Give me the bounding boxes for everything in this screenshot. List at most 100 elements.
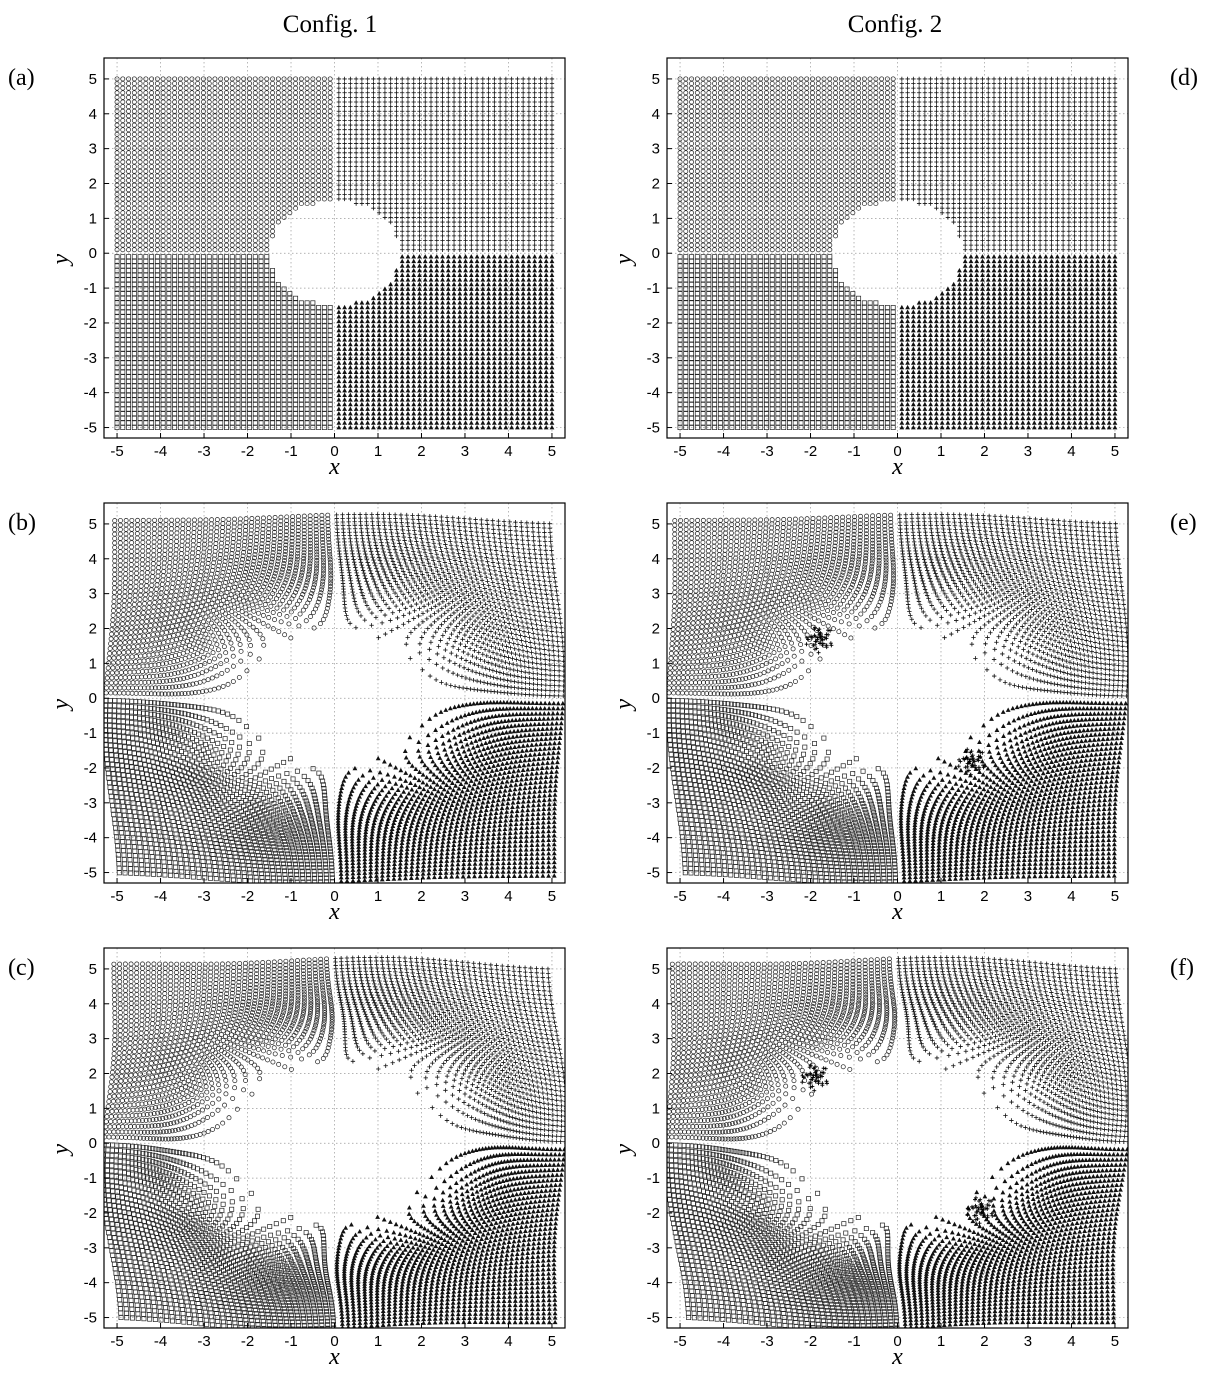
point-square [114,277,120,283]
point-triangle [405,397,411,402]
point-plus [463,229,468,234]
point-square [137,397,143,403]
point-triangle [445,295,451,301]
point-triangle [445,411,451,416]
point-circle [224,108,229,114]
point-plus [486,113,491,119]
point-circle [281,127,287,133]
point-circle [281,187,287,193]
point-plus [526,205,532,211]
point-plus [376,141,382,146]
point-plus [509,159,514,165]
point-triangle [353,369,359,374]
point-square [321,365,327,370]
point-circle [195,108,201,114]
point-square [235,332,241,338]
point-square [235,415,241,421]
point-circle [270,196,276,202]
point-square [120,291,126,297]
point-triangle [376,291,382,296]
point-triangle [422,378,428,384]
point-circle [131,191,137,197]
point-plus [549,109,555,114]
point-circle [229,247,235,253]
point-plus [417,247,422,252]
point-square [200,309,206,315]
point-triangle [405,383,411,388]
point-square [154,388,160,394]
point-plus [394,205,399,211]
point-triangle [336,369,342,374]
point-square [247,314,252,320]
point-circle [270,122,276,128]
point-plus [411,159,416,165]
point-square [189,392,195,398]
point-circle [247,118,252,123]
point-plus [423,132,428,137]
point-circle [327,173,333,179]
point-triangle [463,424,468,430]
point-plus [549,169,555,174]
point-square [275,420,281,426]
point-plus [423,95,428,100]
point-square [264,314,270,320]
point-triangle [434,258,440,264]
point-circle [241,214,247,220]
point-square [252,291,258,297]
point-triangle [440,341,445,347]
point-square [172,268,178,274]
point-plus [388,192,393,197]
point-plus [526,238,532,243]
point-triangle [371,397,376,402]
point-triangle [417,295,422,301]
point-triangle [359,406,365,411]
point-triangle [405,267,411,273]
point-plus [423,215,428,220]
point-triangle [365,360,371,365]
point-square [149,383,155,389]
point-square [212,365,218,370]
point-plus [451,141,457,146]
point-circle [247,164,252,170]
point-square [114,415,120,421]
point-plus [543,164,549,169]
point-triangle [353,374,359,379]
point-circle [270,85,276,91]
point-triangle [451,327,457,333]
point-square [149,374,155,380]
point-square [120,360,126,366]
point-circle [252,233,258,239]
point-plus [434,164,439,169]
point-circle [160,94,166,100]
point-square [258,314,264,320]
point-circle [252,178,258,183]
point-circle [195,85,201,91]
point-square [316,369,322,375]
point-circle [264,145,270,151]
point-plus [371,90,376,95]
point-plus [451,224,457,229]
point-circle [316,187,322,193]
point-circle [327,178,333,183]
point-circle [166,178,172,183]
point-triangle [445,355,451,361]
point-circle [224,159,229,165]
point-triangle [451,406,457,411]
point-triangle [382,346,388,351]
point-square [172,378,178,384]
point-triangle [457,369,463,374]
point-triangle [474,267,480,273]
point-plus [400,118,405,123]
point-plus [532,81,537,86]
point-circle [270,214,276,220]
point-circle [195,187,201,193]
point-plus [405,145,411,151]
point-square [189,415,195,421]
point-square [120,374,126,380]
point-square [218,388,224,394]
point-circle [258,219,264,225]
point-plus [457,132,462,137]
point-square [137,305,143,310]
point-plus [497,233,503,239]
point-circle [183,90,189,96]
